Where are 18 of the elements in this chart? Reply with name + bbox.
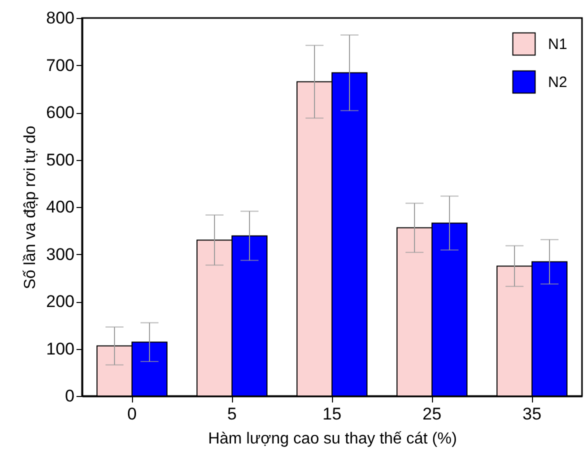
- y-tick-label: 500: [46, 150, 74, 170]
- y-tick-label: 800: [46, 8, 74, 28]
- x-tick-label: 25: [422, 404, 442, 424]
- y-tick-label: 0: [65, 386, 74, 406]
- y-tick-label: 200: [46, 292, 74, 311]
- y-tick-label: 400: [46, 198, 74, 216]
- x-tick-label: 5: [227, 404, 237, 424]
- legend-label: N1: [548, 36, 568, 53]
- legend-label: N2: [548, 74, 568, 91]
- x-tick-label: 0: [127, 404, 137, 424]
- y-tick-label: 300: [46, 244, 74, 264]
- y-tick-label: 100: [46, 339, 74, 358]
- y-axis-title: Số lần va đập rơi tự do: [22, 126, 40, 290]
- x-tick-label: 35: [522, 404, 542, 424]
- x-tick-label: 15: [322, 404, 342, 424]
- x-axis-title: Hàm lượng cao su thay thế cát (%): [208, 430, 457, 448]
- y-tick-label: 600: [46, 103, 74, 122]
- y-tick-label: 700: [46, 56, 74, 75]
